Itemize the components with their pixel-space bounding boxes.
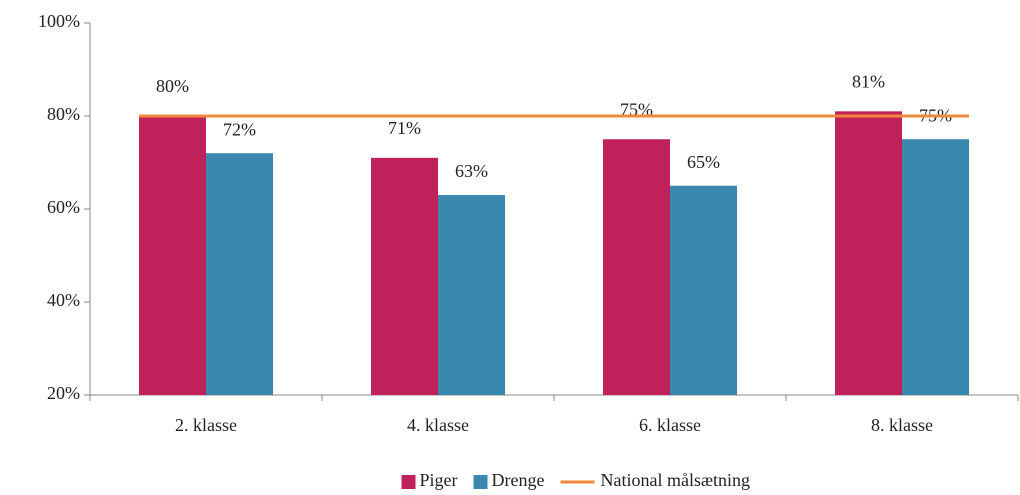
bar (835, 111, 902, 395)
data-label: 72% (223, 119, 256, 139)
bar (603, 139, 670, 395)
data-label: 65% (687, 152, 720, 172)
bar (902, 139, 969, 395)
y-tick-label: 100% (38, 11, 80, 31)
data-label: 81% (852, 71, 885, 91)
bar (139, 116, 206, 395)
x-tick-label: 4. klasse (407, 415, 469, 435)
bar (206, 153, 273, 395)
x-tick-label: 6. klasse (639, 415, 701, 435)
data-label: 75% (620, 99, 653, 119)
data-label: 63% (455, 161, 488, 181)
bar (670, 185, 737, 395)
legend-label: Drenge (492, 470, 545, 490)
y-tick-label: 20% (47, 383, 80, 403)
data-label: 71% (388, 118, 421, 138)
legend-label: National målsætning (600, 470, 749, 490)
data-label: 80% (156, 76, 189, 96)
x-tick-label: 2. klasse (175, 415, 237, 435)
x-tick-label: 8. klasse (871, 415, 933, 435)
legend-label: Piger (420, 470, 458, 490)
y-tick-label: 80% (47, 104, 80, 124)
bar (438, 195, 505, 395)
bar (371, 157, 438, 395)
legend-swatch (473, 475, 488, 489)
y-tick-label: 40% (47, 290, 80, 310)
y-tick-label: 60% (47, 197, 80, 217)
legend-swatch (401, 475, 416, 489)
